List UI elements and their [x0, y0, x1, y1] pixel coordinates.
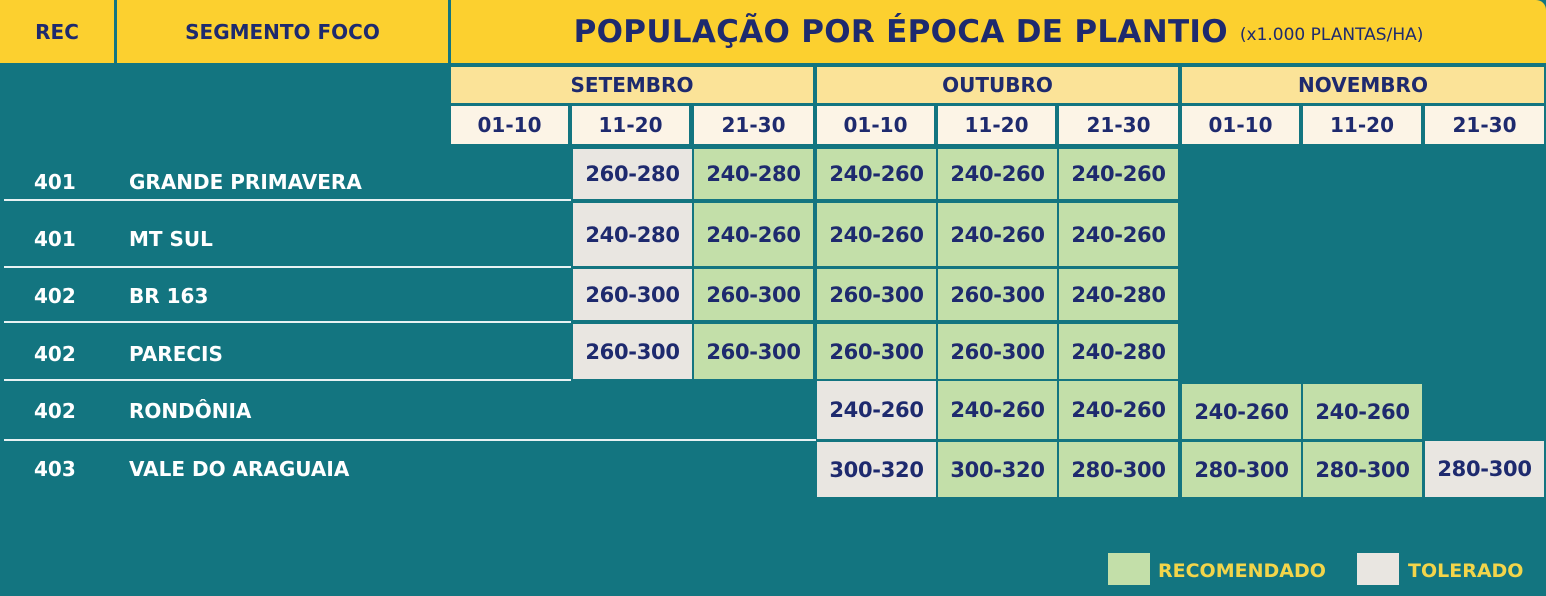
header-title: POPULAÇÃO POR ÉPOCA DE PLANTIO (x1.000 P…	[451, 0, 1546, 63]
cell-r1-set-21-30: 240-280	[694, 149, 813, 199]
header-rec: REC	[0, 0, 114, 63]
cell-r2-set-11-20: 240-280	[573, 203, 692, 266]
row-divider	[4, 266, 571, 268]
month-outubro: OUTUBRO	[817, 67, 1178, 103]
legend-recomendado-label: RECOMENDADO	[1158, 560, 1326, 582]
row-divider	[4, 439, 816, 441]
cell-r4-out-01-10: 260-300	[817, 324, 936, 379]
row-divider	[4, 321, 571, 323]
period-nov-01-10: 01-10	[1182, 106, 1299, 144]
row-3-rec: 402	[34, 284, 76, 308]
row-divider	[4, 199, 571, 201]
row-3-segment: BR 163	[129, 284, 209, 308]
period-nov-21-30: 21-30	[1425, 106, 1544, 144]
cell-r3-set-11-20: 260-300	[573, 269, 692, 320]
cell-r1-out-21-30: 240-260	[1059, 149, 1178, 199]
legend-tolerado-swatch	[1357, 553, 1399, 585]
cell-r6-nov-01-10: 280-300	[1182, 442, 1301, 497]
row-2-rec: 401	[34, 227, 76, 251]
cell-r3-out-21-30: 240-280	[1059, 269, 1178, 320]
row-5-rec: 402	[34, 399, 76, 423]
header-segmento-foco: SEGMENTO FOCO	[117, 0, 448, 63]
month-novembro: NOVEMBRO	[1182, 67, 1544, 103]
cell-r6-out-01-10: 300-320	[817, 442, 936, 497]
row-2-segment: MT SUL	[129, 227, 213, 251]
cell-r3-out-01-10: 260-300	[817, 269, 936, 320]
row-1-rec: 401	[34, 170, 76, 194]
cell-r5-out-01-10: 240-260	[817, 381, 936, 439]
row-divider	[4, 379, 571, 381]
cell-r6-nov-11-20: 280-300	[1303, 442, 1422, 497]
cell-r1-out-01-10: 240-260	[817, 149, 936, 199]
cell-r5-nov-11-20: 240-260	[1303, 384, 1422, 439]
legend-recomendado-swatch	[1108, 553, 1150, 585]
legend-tolerado-label: TOLERADO	[1408, 560, 1524, 582]
period-out-11-20: 11-20	[938, 106, 1055, 144]
period-out-01-10: 01-10	[817, 106, 934, 144]
cell-r2-out-11-20: 240-260	[938, 203, 1057, 266]
cell-r6-out-21-30: 280-300	[1059, 442, 1178, 497]
row-6-rec: 403	[34, 457, 76, 481]
period-out-21-30: 21-30	[1059, 106, 1178, 144]
cell-r4-out-21-30: 240-280	[1059, 324, 1178, 379]
cell-r4-out-11-20: 260-300	[938, 324, 1057, 379]
row-4-segment: PARECIS	[129, 342, 223, 366]
period-nov-11-20: 11-20	[1303, 106, 1421, 144]
row-1-segment: GRANDE PRIMAVERA	[129, 170, 362, 194]
period-set-21-30: 21-30	[694, 106, 813, 144]
cell-r1-out-11-20: 240-260	[938, 149, 1057, 199]
cell-r6-nov-21-30: 280-300	[1425, 441, 1544, 497]
cell-r4-set-11-20: 260-300	[573, 324, 692, 379]
cell-r5-out-21-30: 240-260	[1059, 381, 1178, 439]
cell-r6-out-11-20: 300-320	[938, 442, 1057, 497]
cell-r4-set-21-30: 260-300	[694, 324, 813, 379]
table-unit: (x1.000 PLANTAS/HA)	[1239, 24, 1424, 45]
row-5-segment: RONDÔNIA	[129, 399, 252, 423]
table-title: POPULAÇÃO POR ÉPOCA DE PLANTIO	[573, 13, 1228, 50]
month-setembro: SETEMBRO	[451, 67, 813, 103]
cell-r2-out-21-30: 240-260	[1059, 203, 1178, 266]
cell-r5-out-11-20: 240-260	[938, 381, 1057, 439]
cell-r2-set-21-30: 240-260	[694, 203, 813, 266]
cell-r1-set-11-20: 260-280	[573, 149, 692, 199]
row-6-segment: VALE DO ARAGUAIA	[129, 457, 350, 481]
period-set-01-10: 01-10	[451, 106, 568, 144]
period-set-11-20: 11-20	[572, 106, 689, 144]
cell-r2-out-01-10: 240-260	[817, 203, 936, 266]
row-4-rec: 402	[34, 342, 76, 366]
cell-r3-set-21-30: 260-300	[694, 269, 813, 320]
cell-r3-out-11-20: 260-300	[938, 269, 1057, 320]
cell-r5-nov-01-10: 240-260	[1182, 384, 1301, 439]
